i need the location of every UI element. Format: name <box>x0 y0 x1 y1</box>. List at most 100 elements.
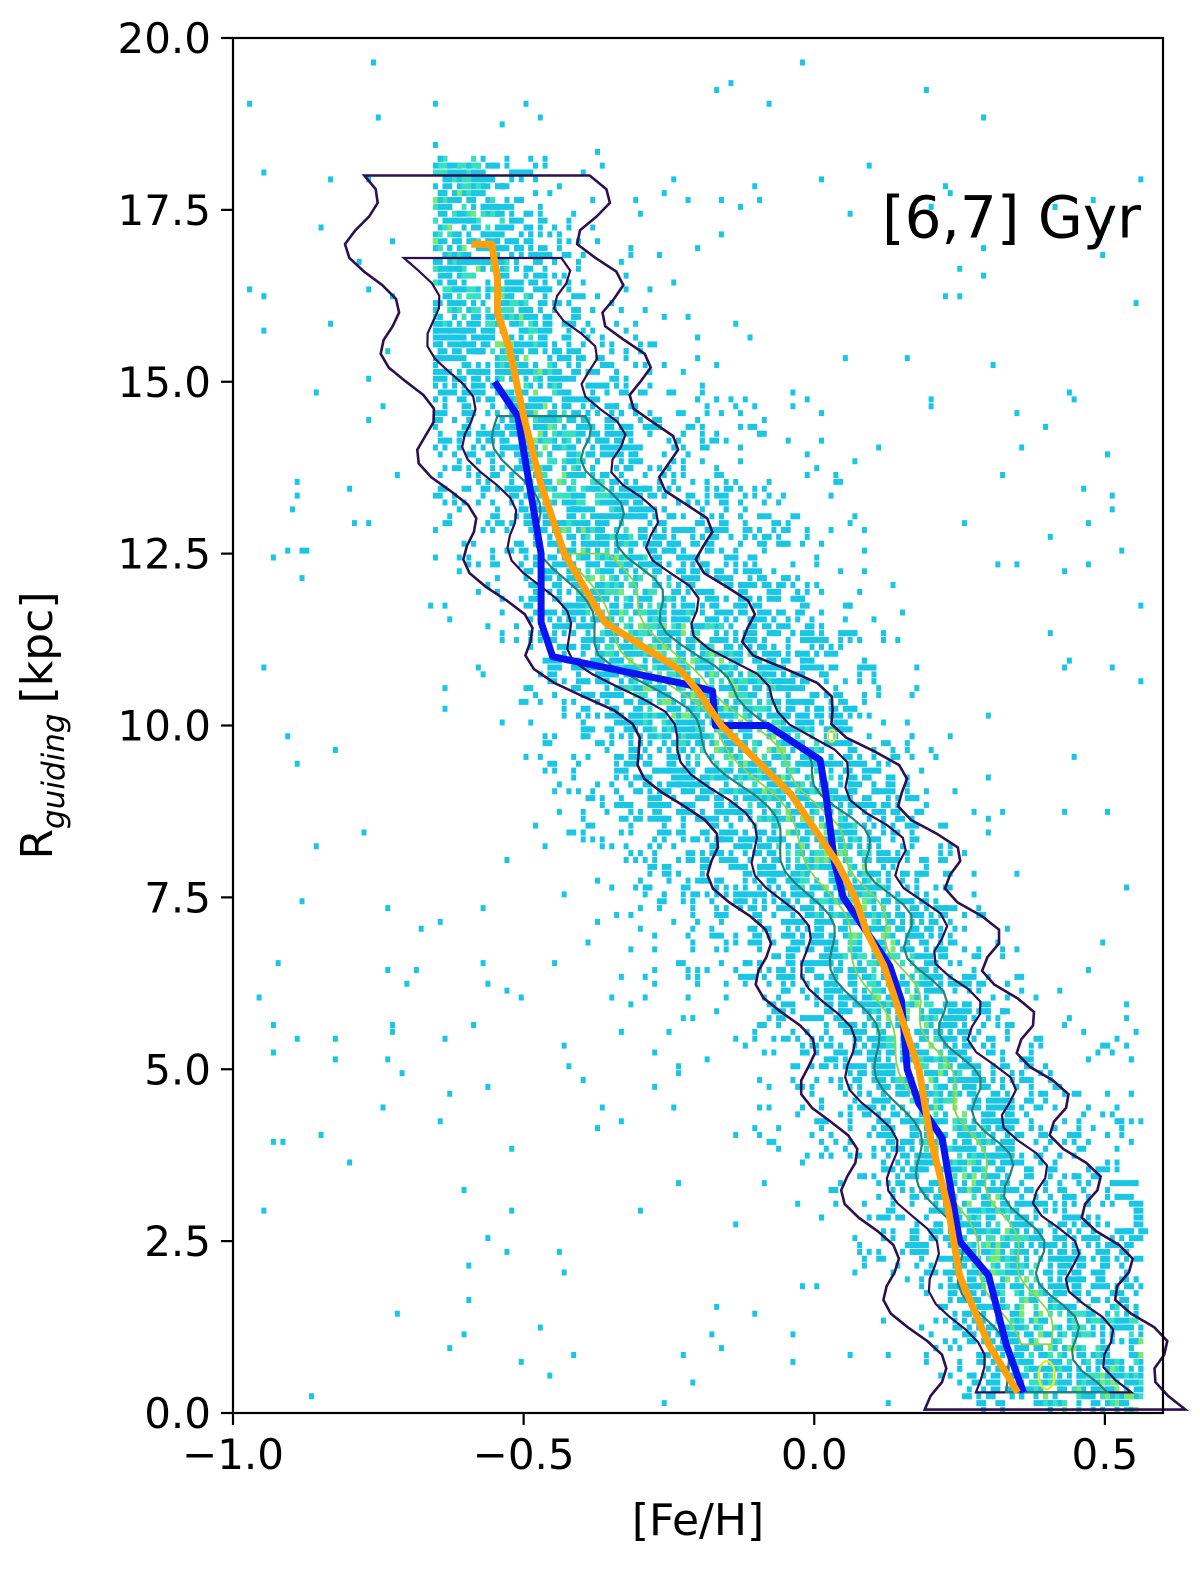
density-bin <box>733 657 739 664</box>
density-bin <box>1066 1132 1072 1138</box>
density-bin <box>962 1166 968 1173</box>
density-bin <box>699 382 705 389</box>
density-bin <box>823 939 829 946</box>
density-bin <box>556 575 562 582</box>
density-bin <box>823 884 829 891</box>
density-bin <box>637 417 643 423</box>
density-bin <box>580 815 586 822</box>
density-bin <box>571 451 577 458</box>
density-bin <box>785 643 791 650</box>
density-bin <box>447 616 453 623</box>
density-bin <box>499 265 505 272</box>
density-bin <box>456 320 462 327</box>
density-bin <box>981 1386 987 1393</box>
density-bin <box>432 396 438 403</box>
density-bin <box>561 698 567 705</box>
density-bin <box>647 843 653 850</box>
density-bin <box>580 520 586 527</box>
density-bin <box>442 197 448 203</box>
density-bin <box>990 1338 996 1345</box>
density-bin <box>852 774 858 781</box>
density-bin <box>676 410 682 417</box>
density-bin <box>919 1118 925 1125</box>
density-bin <box>1023 1187 1029 1193</box>
density-bin <box>585 382 591 389</box>
density-bin <box>485 396 491 403</box>
density-bin <box>1009 1262 1015 1269</box>
density-bin <box>1028 1283 1034 1290</box>
density-bin <box>1004 1028 1010 1035</box>
density-bin <box>499 637 505 643</box>
density-bin <box>690 788 696 795</box>
density-bin <box>1000 1345 1006 1352</box>
density-bin <box>623 643 629 650</box>
density-bin <box>904 987 910 994</box>
density-bin <box>633 705 639 712</box>
density-bin <box>885 740 891 747</box>
density-bin <box>628 602 634 609</box>
density-bin <box>1066 1365 1072 1372</box>
density-bin <box>461 286 467 293</box>
density-bin <box>723 912 729 918</box>
density-bin <box>857 712 863 719</box>
density-bin <box>785 760 791 767</box>
density-bin <box>490 231 496 238</box>
density-bin <box>666 767 672 774</box>
density-bin <box>771 657 777 664</box>
density-bin <box>776 650 782 657</box>
density-bin <box>885 1097 891 1104</box>
density-bin <box>480 423 486 430</box>
density-bin <box>647 485 653 492</box>
density-bin <box>1000 1242 1006 1248</box>
density-bin <box>852 918 858 925</box>
density-bin <box>990 1118 996 1125</box>
density-bin <box>475 169 481 176</box>
density-bin <box>928 1056 934 1063</box>
density-bin <box>480 155 486 162</box>
density-bin <box>656 417 662 423</box>
density-bin <box>838 843 844 850</box>
density-bin <box>866 1111 872 1118</box>
density-bin <box>842 740 848 747</box>
density-bin <box>761 1049 767 1056</box>
density-bin <box>985 1303 991 1310</box>
density-bin <box>904 884 910 891</box>
density-bin <box>523 698 529 705</box>
density-bin <box>537 272 543 279</box>
density-bin <box>437 279 443 286</box>
density-bin <box>985 829 991 836</box>
density-bin <box>718 472 724 478</box>
density-bin <box>575 623 581 630</box>
density-bin <box>618 678 624 685</box>
density-bin <box>723 767 729 774</box>
density-bin <box>1062 1379 1068 1386</box>
density-bin <box>957 1187 963 1193</box>
density-bin <box>804 698 810 705</box>
density-bin <box>614 802 620 808</box>
density-bin <box>1019 1352 1025 1358</box>
density-bin <box>919 1255 925 1262</box>
density-bin <box>1071 1255 1077 1262</box>
density-bin <box>718 932 724 939</box>
density-bin <box>523 520 529 527</box>
density-bin <box>456 334 462 341</box>
density-bin <box>661 451 667 458</box>
density-bin <box>633 678 639 685</box>
density-bin <box>690 939 696 946</box>
density-bin <box>1100 1317 1106 1324</box>
density-bin <box>857 678 863 685</box>
density-bin <box>1028 1118 1034 1125</box>
density-bin <box>513 286 519 293</box>
density-bin <box>480 382 486 389</box>
density-bin <box>485 293 491 300</box>
density-bin <box>919 1166 925 1173</box>
density-bin <box>828 939 834 946</box>
density-bin <box>475 162 481 169</box>
density-bin <box>609 348 615 355</box>
density-bin <box>966 1083 972 1090</box>
density-bin <box>580 533 586 540</box>
density-bin <box>561 527 567 533</box>
density-bin <box>757 430 763 437</box>
density-bin <box>866 795 872 802</box>
density-bin <box>804 1049 810 1056</box>
